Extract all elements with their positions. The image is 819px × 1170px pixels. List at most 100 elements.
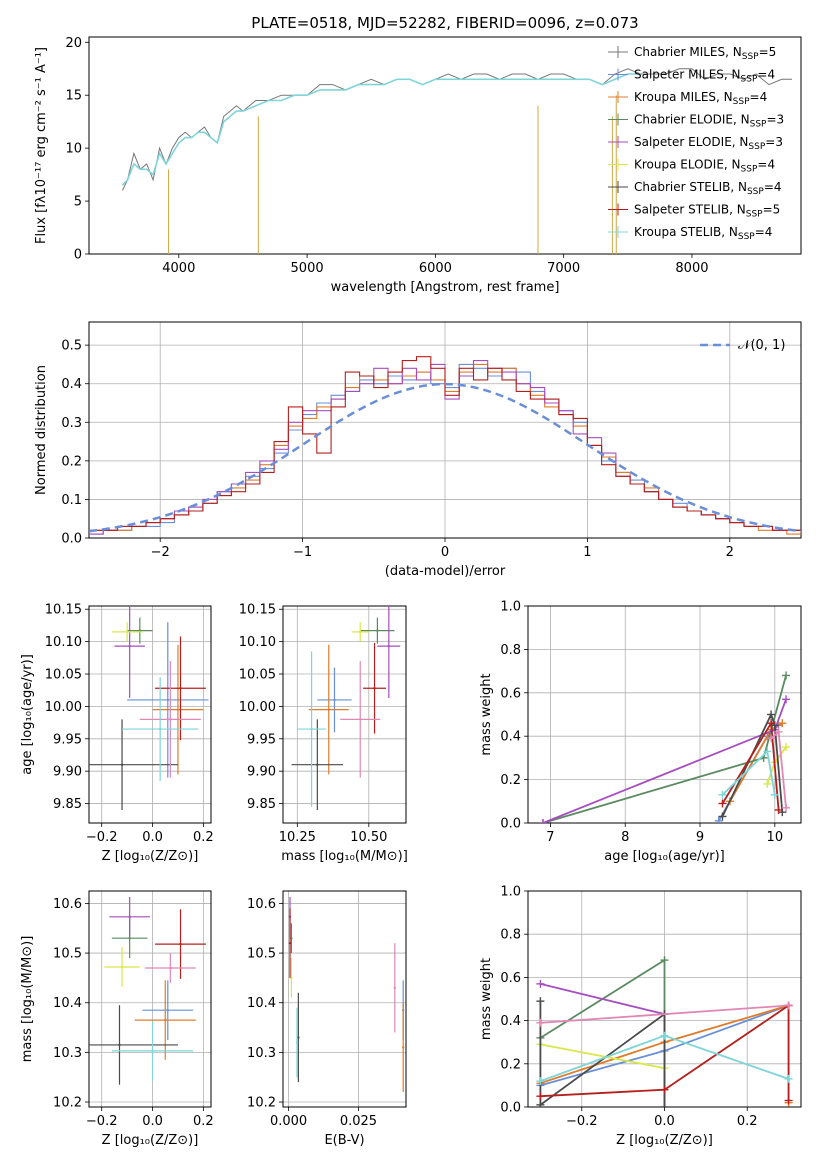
legend-sub: SSP: [742, 52, 759, 62]
weight-line: [540, 1004, 789, 1024]
y-tick-label: 20: [65, 36, 82, 51]
x-axis-label: wavelength [Angstrom, rest frame]: [331, 280, 560, 295]
weight-line: [539, 1001, 666, 1107]
x-tick-label: 9: [696, 830, 704, 845]
legend-entry: Chabrier ELODIE, NSSP=3: [634, 113, 784, 130]
x-tick-label: 1: [583, 545, 591, 560]
y-tick-label: 10.00: [45, 700, 82, 715]
x-tick-label: 0.2: [193, 830, 214, 845]
x-tick-label: 10.50: [350, 830, 387, 845]
x-tick-label: 8000: [675, 261, 708, 276]
y-tick-label: 0.8: [500, 643, 521, 658]
data-point: [164, 1018, 167, 1022]
plot-area: [89, 356, 801, 535]
y-tick-label: 10.2: [53, 1096, 82, 1111]
y-tick-label: 0.4: [500, 1014, 521, 1029]
y-tick-label: 9.85: [247, 797, 276, 812]
data-point: [118, 1043, 121, 1047]
data-point: [290, 976, 293, 980]
y-tick-label: 0.6: [500, 971, 521, 986]
y-tick-label: 0: [74, 248, 82, 263]
y-tick-label: 10.5: [53, 947, 82, 962]
x-tick-label: 7000: [547, 261, 580, 276]
axes-frame: [88, 605, 212, 824]
data-point: [166, 698, 169, 702]
data-point: [288, 941, 292, 945]
legend-suffix: =5: [759, 45, 777, 59]
y-tick-label: 0.1: [61, 493, 82, 508]
y-axis-label: Normed distribution: [34, 365, 49, 495]
x-axis-label: (data-model)/error: [385, 564, 506, 579]
y-tick-label: 10.15: [45, 603, 82, 618]
legend-entry: Chabrier MILES, NSSP=5: [634, 45, 776, 62]
x-tick-label: 10.25: [279, 830, 316, 845]
legend-label: Kroupa MILES, N: [634, 90, 733, 104]
data-point: [359, 630, 362, 634]
data-point: [151, 1049, 154, 1053]
x-tick-label: 0.0: [142, 1114, 163, 1129]
weight-line: [542, 675, 787, 823]
legend-entry: 𝒩(0, 1): [738, 338, 785, 353]
legend-label: Chabrier MILES, N: [634, 45, 742, 59]
legend-sub: SSP: [750, 120, 767, 130]
legend-sub: SSP: [741, 75, 758, 85]
y-tick-label: 9.95: [53, 732, 82, 747]
data-point: [166, 1008, 169, 1012]
x-tick-label: 5000: [291, 261, 324, 276]
panel-residuals: −2 −1 0 1 2 0.0 0.1 0.2 0.3 0.4 0.5 (data-model)/er…: [34, 321, 802, 579]
x-tick-label: −0.2: [566, 1114, 598, 1129]
legend-label: Kroupa ELODIE, N: [634, 158, 741, 172]
data-point: [138, 629, 142, 632]
y-tick-label: 0.2: [500, 773, 521, 788]
plot-area: [121, 68, 792, 254]
x-tick-label: −0.2: [86, 1114, 118, 1129]
x-axis-label: Z [log₁₀(Z/Z⊙)]: [102, 849, 199, 864]
legend-label: Salpeter STELIB, N: [634, 203, 746, 217]
axes-frame: [88, 890, 212, 1108]
x-tick-label: 10: [767, 830, 784, 845]
y-tick-label: 10.3: [247, 1046, 276, 1061]
x-tick-label: 0.000: [270, 1114, 307, 1129]
legend-label: Kroupa STELIB, N: [634, 225, 738, 239]
y-tick-label: 10.6: [247, 897, 276, 912]
y-tick-label: 1.0: [500, 885, 521, 900]
data-point: [376, 629, 379, 632]
plot-area: [536, 956, 793, 1107]
legend-entry: Chabrier STELIB, NSSP=4: [634, 180, 782, 197]
y-tick-label: 0.4: [61, 377, 82, 392]
weight-line: [540, 1003, 790, 1101]
y-axis-label: age [log₁₀(age/yr)]: [20, 654, 35, 775]
y-tick-label: 10.3: [53, 1046, 82, 1061]
legend-sub: SSP: [733, 97, 750, 107]
data-point: [387, 644, 391, 648]
x-tick-label: 6000: [419, 261, 452, 276]
legend-suffix: =4: [764, 180, 782, 194]
y-tick-label: 0.4: [500, 730, 521, 745]
y-tick-label: 0.3: [61, 416, 82, 431]
y-tick-label: 9.95: [247, 732, 276, 747]
legend-suffix: =4: [750, 90, 768, 104]
legend-entry: Kroupa STELIB, NSSP=4: [634, 225, 772, 242]
y-tick-label: 0.0: [500, 817, 521, 832]
y-tick-label: 10.10: [239, 635, 276, 650]
data-point: [373, 687, 376, 690]
x-tick-label: 0.0: [142, 830, 163, 845]
weight-line: [539, 958, 666, 1107]
panel-mass-vs-EBV: 0.000 0.025 10.2 10.3 10.4 10.5 10.6 E(B-V): [247, 890, 407, 1148]
axes-frame: [282, 890, 407, 1108]
legend-suffix: =4: [755, 225, 773, 239]
data-point: [120, 763, 124, 766]
data-point: [169, 718, 172, 721]
panel-weight-vs-age: 7 8 9 10 0.0 0.2 0.4 0.6 0.8 1.0 age [log₁₀(age/yr…: [479, 600, 802, 864]
data-point: [327, 708, 330, 711]
panel-age-vs-Z: −0.2 0.0 0.2 9.85 9.90 9.95 10.00 10.05 10.10 10.…: [20, 603, 214, 864]
axes-frame: [282, 605, 407, 824]
data-point: [128, 915, 131, 919]
data-point: [169, 966, 172, 970]
legend-suffix: =3: [766, 113, 784, 127]
y-tick-label: 10.5: [247, 947, 276, 962]
data-point: [128, 936, 131, 940]
data-point: [179, 942, 182, 946]
